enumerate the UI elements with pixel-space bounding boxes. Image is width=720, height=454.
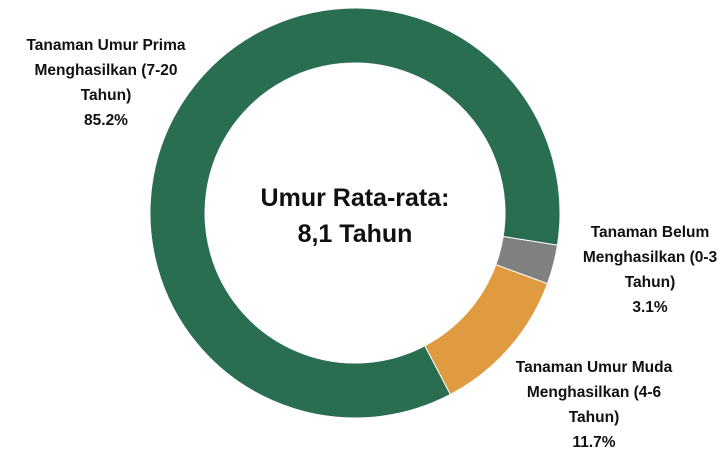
category-label: Tanaman Belum Menghasilkan (0-3 Tahun) bbox=[582, 224, 718, 291]
center-label: 8,1 Tahun bbox=[297, 220, 413, 248]
slice-label: Tanaman Umur Muda Menghasilkan (4-6 Tahu… bbox=[500, 355, 688, 454]
value-label: 3.1% bbox=[632, 299, 668, 316]
category-label: Tanaman Umur Muda Menghasilkan (4-6 Tahu… bbox=[515, 359, 673, 426]
slice-label: Tanaman Belum Menghasilkan (0-3 Tahun) 3… bbox=[575, 220, 720, 320]
value-label: 11.7% bbox=[572, 434, 616, 451]
center-label: Umur Rata-rata: bbox=[260, 184, 450, 212]
value-label: 85.2% bbox=[84, 112, 128, 129]
donut-slice bbox=[149, 7, 561, 419]
category-label: Tanaman Umur Prima Menghasilkan (7-20 Ta… bbox=[26, 37, 186, 104]
slice-label: Tanaman Umur Prima Menghasilkan (7-20 Ta… bbox=[10, 33, 202, 133]
